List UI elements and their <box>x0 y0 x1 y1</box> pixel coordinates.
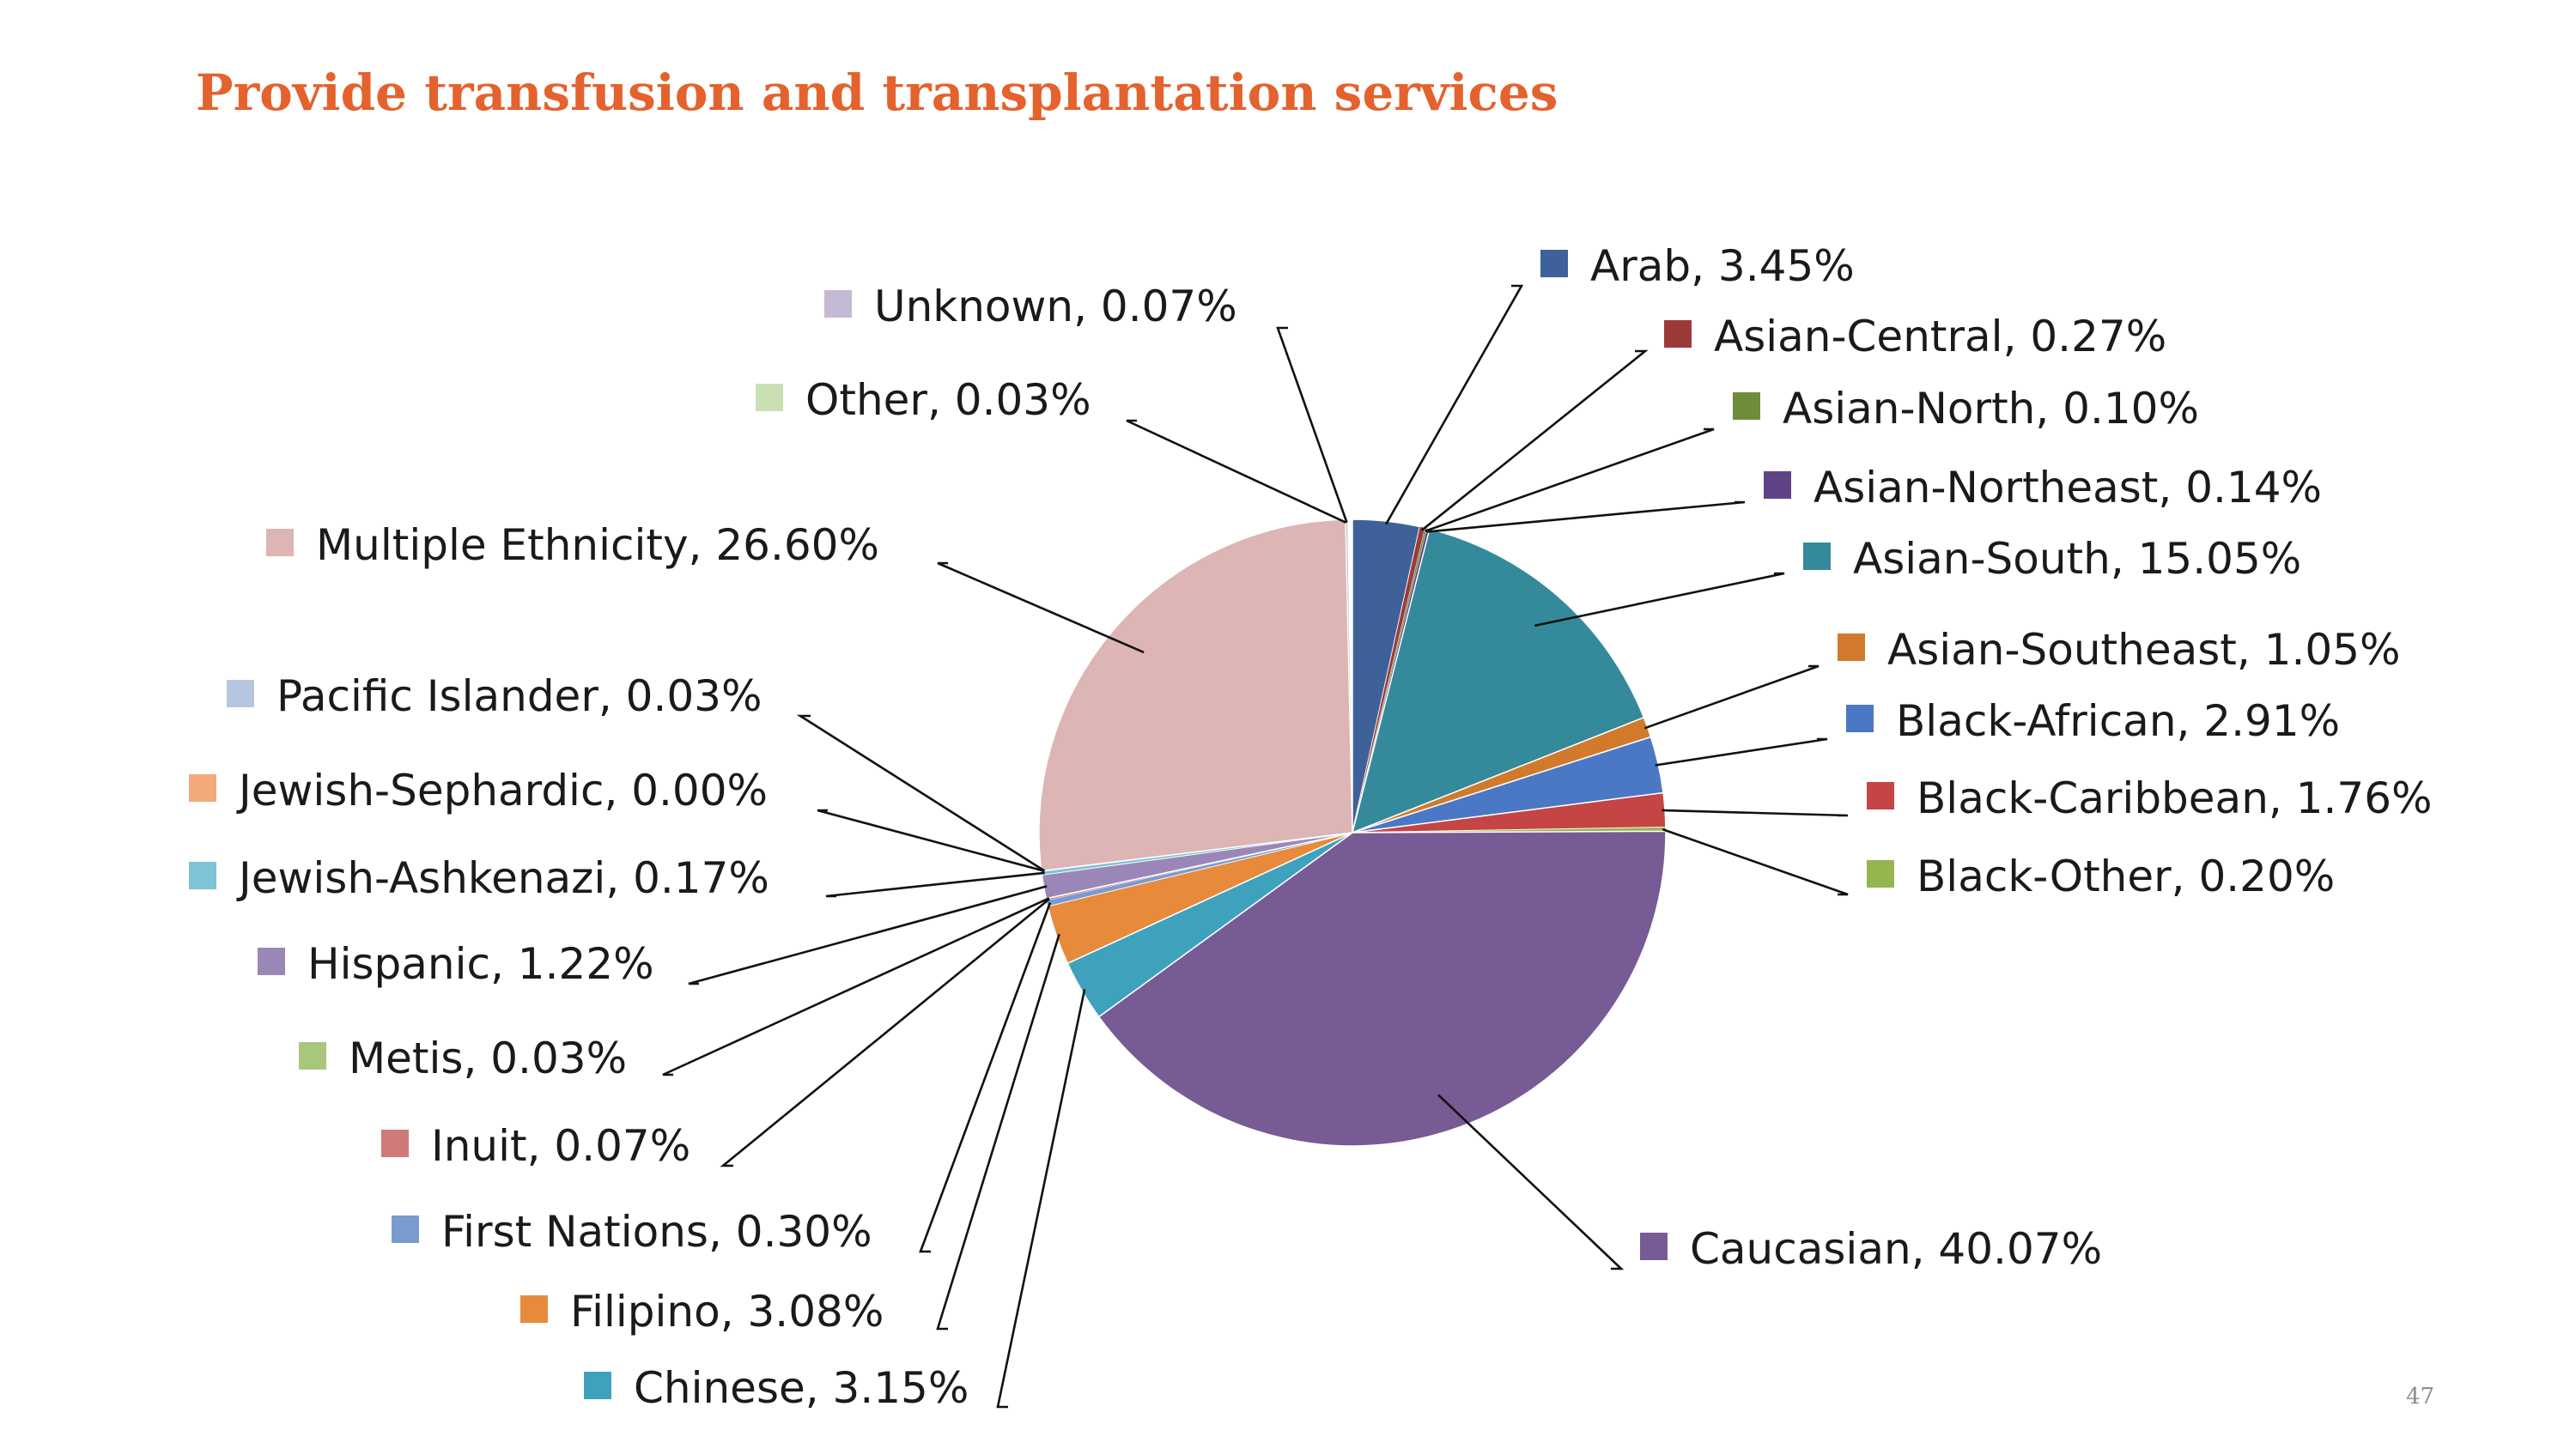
leader-line-chinese <box>996 989 1086 1409</box>
leader-line-asian-central <box>1420 349 1649 531</box>
leader-line-pacific-islander <box>796 714 1046 872</box>
slice-caucasian <box>1097 830 1667 1147</box>
label-asian-northeast: Asian-Northeast, 0.14% <box>1814 463 2322 512</box>
marker-black-caribbean <box>1867 782 1894 809</box>
label-first-nations: First Nations, 0.30% <box>441 1207 872 1257</box>
leader-line-metis <box>662 897 1050 1076</box>
marker-jewish-ashkenazi <box>189 862 216 889</box>
label-other: Other, 0.03% <box>805 375 1091 425</box>
leader-line-black-caribbean <box>1662 809 1849 817</box>
slice-multiple-ethnicity <box>1038 518 1353 872</box>
label-inuit: Inuit, 0.07% <box>431 1121 690 1171</box>
leader-line-jewish-ashkenazi <box>825 871 1045 898</box>
label-jewish-sephardic: Jewish-Sephardic, 0.00% <box>236 766 768 815</box>
leader-line-asian-northeast <box>1427 500 1746 533</box>
leader-line-other <box>1126 419 1346 524</box>
leader-line-black-african <box>1655 737 1828 767</box>
label-black-caribbean: Black-Caribbean, 1.76% <box>1917 773 2433 823</box>
label-black-african: Black-African, 2.91% <box>1896 696 2340 746</box>
label-caucasian: Caucasian, 40.07% <box>1690 1224 2102 1274</box>
marker-metis <box>299 1042 326 1070</box>
label-unknown: Unknown, 0.07% <box>874 282 1237 331</box>
label-jewish-ashkenazi: Jewish-Ashkenazi, 0.17% <box>236 853 769 903</box>
marker-asian-central <box>1664 320 1692 348</box>
pie-slices <box>1038 518 1667 1147</box>
leader-line-asian-southeast <box>1643 664 1820 730</box>
marker-other <box>756 384 783 411</box>
leader-line-inuit <box>720 898 1050 1167</box>
marker-hispanic <box>258 948 285 975</box>
label-asian-south: Asian-South, 15.05% <box>1853 534 2301 584</box>
slide-title: Provide transfusion and transplantation … <box>196 64 1558 122</box>
label-asian-southeast: Asian-Southeast, 1.05% <box>1887 625 2401 675</box>
label-filipino: Filipino, 3.08% <box>570 1287 884 1337</box>
leader-lines <box>662 284 1849 1409</box>
marker-inuit <box>381 1130 409 1157</box>
leader-line-asian-north <box>1425 427 1715 532</box>
leader-line-jewish-sephardic <box>817 809 1045 873</box>
leader-line-asian-south <box>1534 572 1785 627</box>
label-asian-central: Asian-Central, 0.27% <box>1714 312 2166 361</box>
marker-pacific-islander <box>227 680 254 707</box>
label-arab: Arab, 3.45% <box>1590 241 1855 291</box>
slice-asian-south <box>1351 528 1645 834</box>
marker-asian-southeast <box>1838 634 1865 661</box>
label-chinese: Chinese, 3.15% <box>634 1363 969 1413</box>
marker-jewish-sephardic <box>189 774 216 802</box>
leader-line-black-other <box>1662 828 1849 896</box>
page-number: 47 <box>2406 1384 2435 1410</box>
slice-labels: Arab, 3.45% Asian-Central, 0.27% Asian-Nor… <box>189 241 2433 1413</box>
leader-line-unknown <box>1276 326 1348 524</box>
leader-line-filipino <box>936 933 1060 1331</box>
marker-filipino <box>520 1295 548 1323</box>
leader-line-multiple-ethnicity <box>937 561 1145 654</box>
marker-asian-north <box>1733 392 1760 420</box>
leader-line-hispanic <box>688 885 1048 985</box>
label-black-other: Black-Other, 0.20% <box>1917 852 2335 901</box>
label-pacific-islander: Pacific Islander, 0.03% <box>276 671 762 721</box>
marker-multiple-ethnicity <box>266 529 294 556</box>
leader-line-arab <box>1384 284 1524 525</box>
leader-line-first-nations <box>919 902 1052 1253</box>
marker-chinese <box>584 1372 611 1399</box>
marker-black-african <box>1846 705 1874 732</box>
label-hispanic: Hispanic, 1.22% <box>307 939 654 989</box>
marker-caucasian <box>1640 1233 1668 1260</box>
label-asian-north: Asian-North, 0.10% <box>1783 384 2199 433</box>
leader-line-caucasian <box>1437 1094 1625 1270</box>
marker-black-other <box>1867 860 1894 888</box>
label-multiple-ethnicity: Multiple Ethnicity, 26.60% <box>316 520 879 570</box>
marker-unknown <box>824 290 852 318</box>
marker-asian-south <box>1803 543 1831 570</box>
marker-asian-northeast <box>1764 471 1791 499</box>
marker-first-nations <box>392 1216 419 1243</box>
marker-arab <box>1540 250 1568 277</box>
label-metis: Metis, 0.03% <box>349 1034 627 1083</box>
